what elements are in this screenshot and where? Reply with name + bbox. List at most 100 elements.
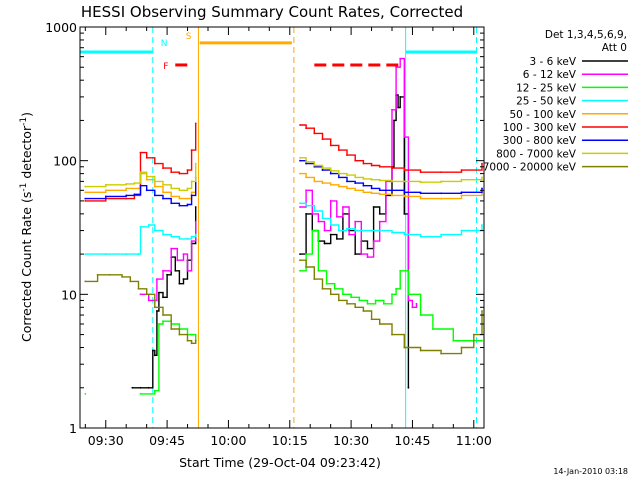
point-12-25-kev xyxy=(153,389,156,392)
point-6-12-kev xyxy=(162,269,164,272)
flag-label-n: N xyxy=(161,39,168,49)
point-800-7000-kev xyxy=(133,182,136,185)
point-7000-20000-kev xyxy=(153,306,156,309)
point-7000-20000-kev xyxy=(472,333,475,336)
point-800-7000-kev xyxy=(403,180,406,183)
point-25-50-kev xyxy=(153,229,156,232)
point-25-50-kev xyxy=(139,225,142,228)
point-300-800-kev xyxy=(362,184,365,187)
x-tick-label: 10:30 xyxy=(333,433,369,448)
point-6-12-kev xyxy=(360,253,363,256)
series-6-12-kev-segment-1 xyxy=(300,57,418,308)
point-7000-20000-kev xyxy=(305,266,307,268)
point-3-6-kev xyxy=(174,269,177,272)
point-12-25-kev xyxy=(317,269,320,272)
point-50-100-kev xyxy=(329,183,332,186)
legend-label-6-12-kev: 6 - 12 keV xyxy=(523,69,577,81)
point-50-100-kev xyxy=(370,192,373,195)
point-100-300-kev xyxy=(354,159,357,162)
series-3-6-kev-segment-1 xyxy=(300,94,410,388)
point-6-12-kev xyxy=(170,247,173,250)
series-7000-20000-kev-segment-1 xyxy=(300,259,483,355)
point-300-800-kev xyxy=(153,194,156,197)
chart-title: HESSI Observing Summary Count Rates, Cor… xyxy=(81,3,463,21)
point-100-300-kev xyxy=(321,138,324,141)
point-6-12-kev xyxy=(156,278,158,280)
point-800-7000-kev xyxy=(460,178,463,181)
point-6-12-kev xyxy=(403,136,406,139)
point-3-6-kev xyxy=(162,296,164,299)
point-50-100-kev xyxy=(186,197,189,200)
point-100-300-kev xyxy=(299,124,301,126)
point-7000-20000-kev xyxy=(329,293,332,296)
point-12-25-kev xyxy=(158,323,160,325)
point-800-7000-kev xyxy=(337,172,340,175)
point-7000-20000-kev xyxy=(186,339,189,342)
point-12-25-kev xyxy=(399,269,402,272)
point-50-100-kev xyxy=(145,178,148,181)
point-800-7000-kev xyxy=(186,187,189,190)
point-12-25-kev xyxy=(305,253,307,256)
point-6-12-kev xyxy=(407,299,410,302)
point-7000-20000-kev xyxy=(145,293,148,296)
point-800-7000-kev xyxy=(299,156,301,159)
point-100-300-kev xyxy=(391,167,393,170)
point-300-800-kev xyxy=(346,180,348,183)
point-25-50-kev xyxy=(440,233,442,236)
point-50-100-kev xyxy=(153,185,156,188)
point-100-300-kev xyxy=(194,122,197,125)
point-12-25-kev xyxy=(350,296,352,299)
point-3-6-kev xyxy=(393,119,395,122)
point-25-50-kev xyxy=(125,253,128,256)
point-7000-20000-kev xyxy=(194,339,197,342)
point-7000-20000-kev xyxy=(170,328,173,330)
point-25-50-kev xyxy=(190,235,193,238)
point-7000-20000-kev xyxy=(440,352,442,355)
point-3-6-kev xyxy=(366,247,369,250)
point-50-100-kev xyxy=(178,197,181,200)
point-800-7000-kev xyxy=(419,181,422,184)
point-100-300-kev xyxy=(305,127,307,130)
point-50-100-kev xyxy=(299,172,301,175)
point-100-300-kev xyxy=(378,165,381,168)
point-300-800-kev xyxy=(481,187,483,190)
x-tick-label: 10:15 xyxy=(272,433,308,448)
point-50-100-kev xyxy=(346,187,348,190)
point-300-800-kev xyxy=(84,197,87,200)
point-50-100-kev xyxy=(354,189,357,192)
point-300-800-kev xyxy=(329,172,332,175)
point-300-800-kev xyxy=(170,202,173,205)
point-800-7000-kev xyxy=(190,180,193,183)
point-6-12-kev xyxy=(299,206,301,208)
point-800-7000-kev xyxy=(313,164,316,167)
point-300-800-kev xyxy=(139,184,142,187)
point-3-6-kev xyxy=(131,386,134,389)
point-100-300-kev xyxy=(440,171,442,174)
point-7000-20000-kev xyxy=(391,333,393,336)
x-tick-label: 09:45 xyxy=(149,433,185,448)
x-axis-label: Start Time (29-Oct-04 09:23:42) xyxy=(179,455,381,470)
point-25-50-kev xyxy=(419,235,422,238)
flag-label-f: F xyxy=(163,62,168,72)
point-7000-20000-kev xyxy=(419,349,422,352)
point-300-800-kev xyxy=(354,182,357,185)
point-300-800-kev xyxy=(460,191,463,194)
point-800-7000-kev xyxy=(391,180,393,183)
point-100-300-kev xyxy=(481,162,483,165)
point-100-300-kev xyxy=(370,164,373,167)
point-6-12-kev xyxy=(411,306,414,309)
point-25-50-kev xyxy=(354,229,357,232)
point-12-25-kev xyxy=(366,302,369,305)
point-100-300-kev xyxy=(190,149,193,152)
point-7000-20000-kev xyxy=(354,306,357,309)
point-300-800-kev xyxy=(190,194,193,197)
point-25-50-kev xyxy=(147,224,150,226)
point-25-50-kev xyxy=(460,229,463,232)
point-50-100-kev xyxy=(391,194,393,197)
point-3-6-kev xyxy=(407,386,410,389)
point-3-6-kev xyxy=(354,253,357,256)
point-7000-20000-kev xyxy=(109,273,111,276)
point-25-50-kev xyxy=(194,233,197,236)
point-25-50-kev xyxy=(370,229,373,232)
plot-border xyxy=(79,26,485,429)
